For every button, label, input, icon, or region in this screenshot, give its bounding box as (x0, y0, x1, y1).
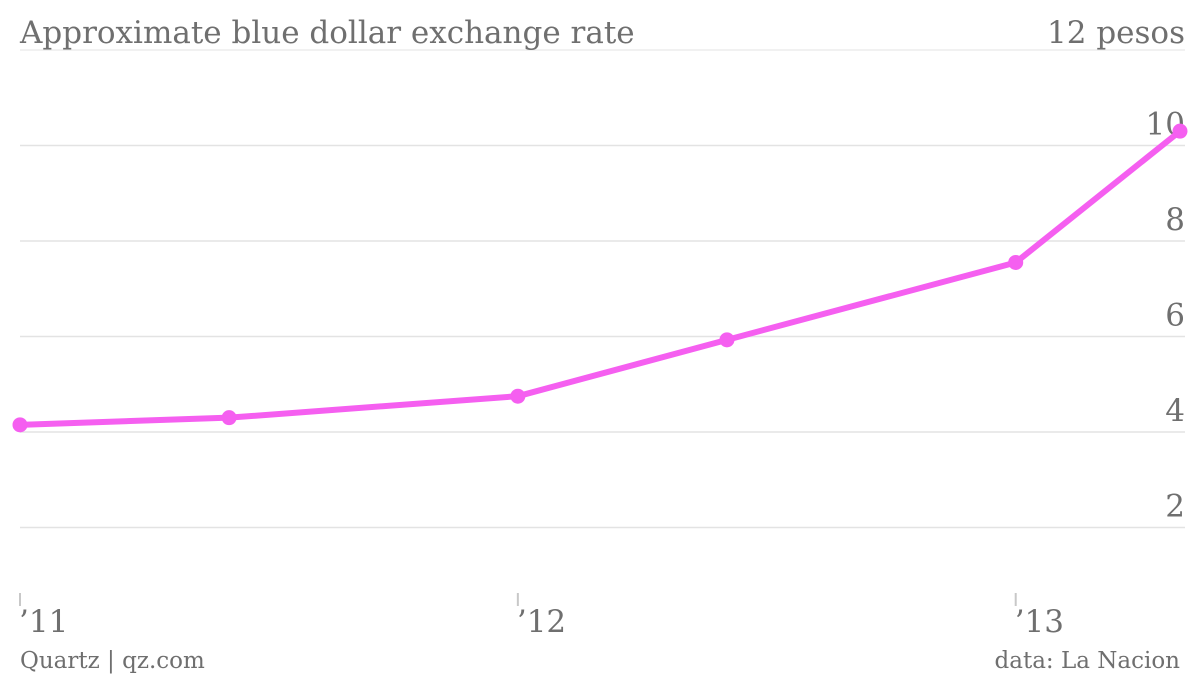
y-tick-label: 2 (1165, 489, 1185, 525)
data-point (1172, 123, 1188, 139)
series-line (17, 128, 1183, 428)
footer-credit: Quartz | qz.com (20, 648, 205, 674)
footer-source: data: La Nacion (995, 648, 1181, 674)
x-tick-label: ’11 (19, 604, 68, 640)
data-point (510, 388, 526, 404)
data-point (719, 332, 735, 348)
data-point (12, 417, 28, 433)
y-tick-label: 4 (1165, 393, 1185, 429)
y-axis-top-label: 12 pesos (1047, 15, 1185, 51)
data-series (12, 123, 1188, 433)
gridlines (20, 49, 1185, 529)
x-tick-label: ’13 (1015, 604, 1064, 640)
y-tick-label: 6 (1165, 298, 1185, 334)
chart-title: Approximate blue dollar exchange rate (19, 15, 635, 51)
x-axis: ’11 ’12 ’13 (19, 593, 1064, 640)
x-tick-label: ’12 (517, 604, 566, 640)
data-point (1008, 254, 1024, 270)
y-tick-label: 8 (1165, 202, 1185, 238)
data-point (221, 410, 237, 426)
